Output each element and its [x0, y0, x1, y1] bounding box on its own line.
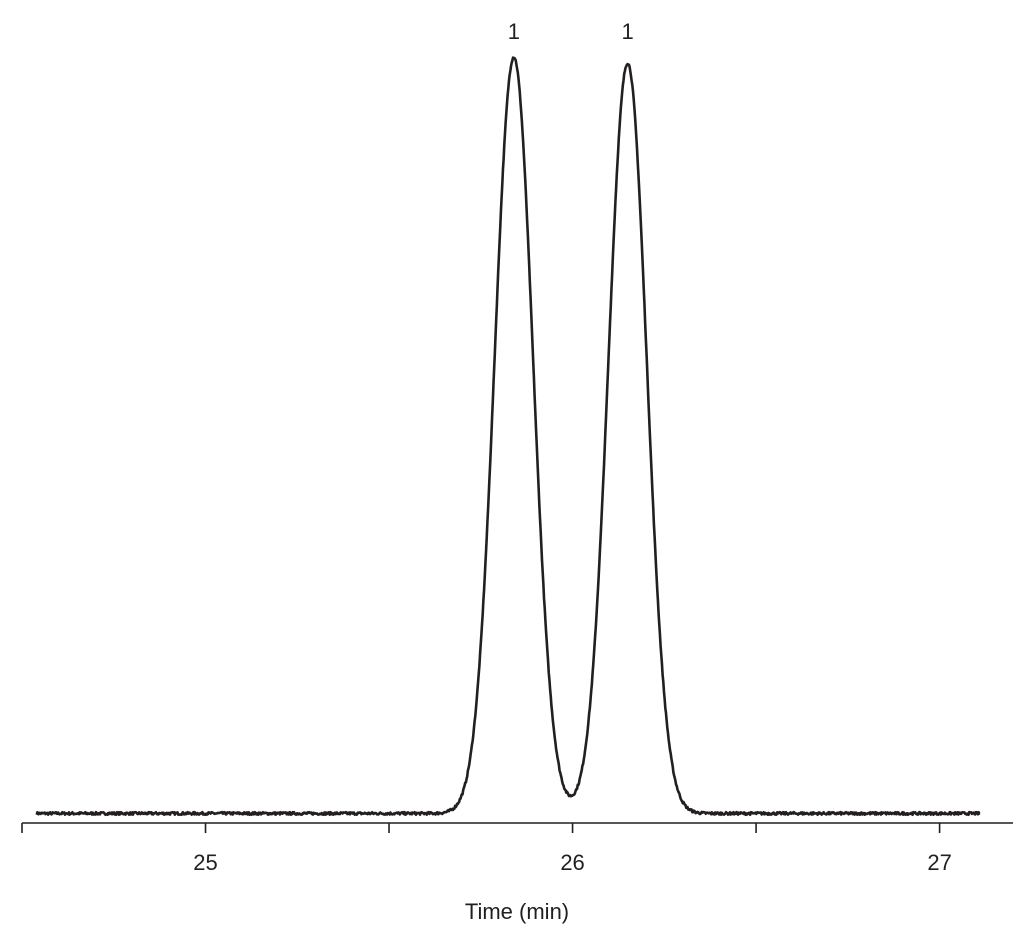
peak-label: 1	[508, 19, 520, 44]
x-axis-title: Time (min)	[465, 899, 569, 924]
x-tick-labels: 25 26 27	[193, 850, 952, 875]
x-tick-label: 25	[193, 850, 217, 875]
chromatogram-trace	[35, 56, 981, 817]
x-tick-label: 27	[927, 850, 951, 875]
peak-label: 1	[621, 19, 633, 44]
x-axis	[21, 822, 1013, 833]
trace-group	[35, 56, 981, 817]
x-tick-label: 26	[560, 850, 584, 875]
